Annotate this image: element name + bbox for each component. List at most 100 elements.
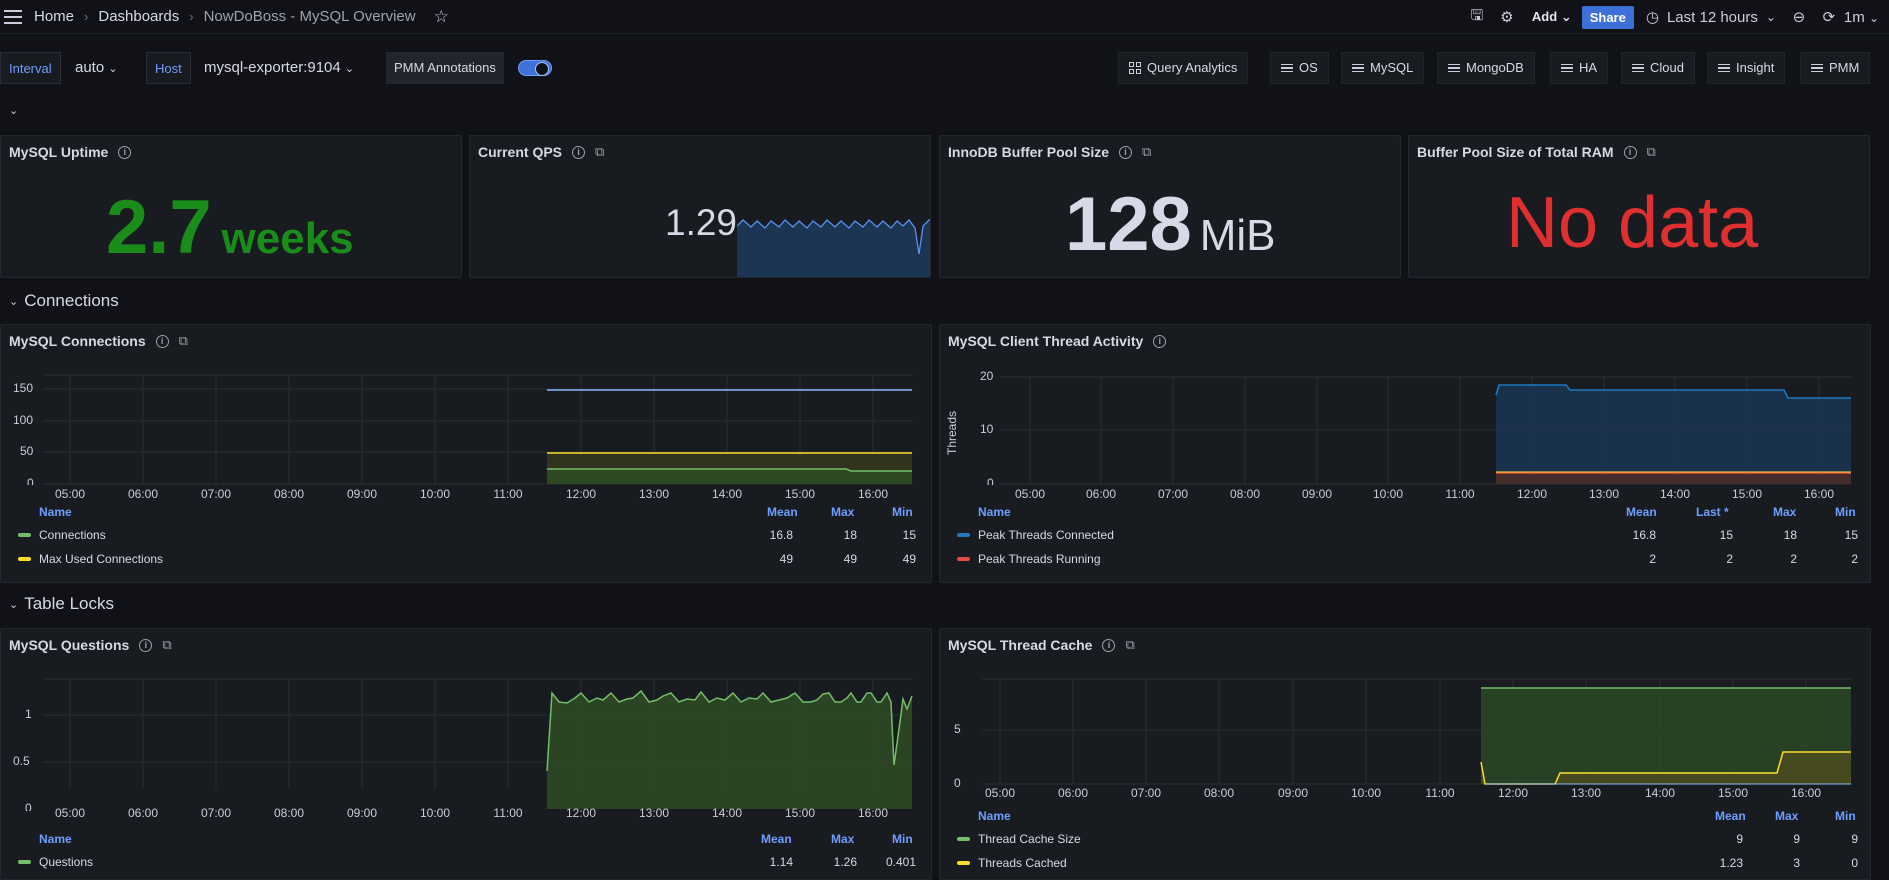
info-icon[interactable]: i — [139, 638, 153, 652]
panel-title-text: Current QPS — [478, 144, 563, 160]
external-link-icon[interactable]: ⧉ — [1125, 637, 1135, 652]
star-icon[interactable]: ☆ — [433, 6, 449, 26]
legend-item[interactable]: Peak Threads Connected — [957, 528, 1114, 542]
link-pmm[interactable]: PMM — [1800, 52, 1871, 84]
link-os[interactable]: OS — [1270, 52, 1329, 84]
legend-header-mean[interactable]: Mean — [1626, 505, 1657, 519]
y-tick: 1 — [25, 707, 32, 721]
zoom-out-icon[interactable]: ⊖ — [1792, 9, 1806, 26]
info-icon[interactable]: i — [1623, 145, 1637, 159]
legend-header-max[interactable]: Max — [831, 505, 855, 519]
buffer-pool-value: 128 — [1065, 182, 1192, 267]
legend-item[interactable]: Threads Cached — [957, 856, 1067, 870]
x-tick: 07:00 — [201, 487, 231, 501]
y-tick: 10 — [980, 422, 994, 436]
legend-header-last[interactable]: Last * — [1696, 505, 1729, 519]
breadcrumb-dashboards[interactable]: Dashboards — [98, 8, 180, 25]
thread-cache-x-axis: 05:00 06:00 07:00 08:00 09:00 10:00 11:0… — [985, 786, 1821, 800]
peak-threads-running-area — [1496, 473, 1851, 484]
external-link-icon[interactable]: ⧉ — [178, 333, 188, 348]
legend-header-max[interactable]: Max — [1775, 809, 1799, 823]
x-tick: 13:00 — [639, 806, 669, 820]
bars-icon — [1281, 63, 1293, 73]
x-tick: 14:00 — [1645, 786, 1675, 800]
link-mysql[interactable]: MySQL — [1341, 52, 1425, 84]
info-icon[interactable]: i — [1102, 638, 1116, 652]
legend-header-name[interactable]: Name — [39, 505, 72, 519]
legend-value-max: 2 — [1790, 552, 1797, 566]
link-insight[interactable]: Insight — [1707, 52, 1786, 84]
external-link-icon[interactable]: ⧉ — [1646, 144, 1656, 159]
external-link-icon[interactable]: ⧉ — [595, 144, 605, 159]
x-tick: 06:00 — [128, 806, 158, 820]
legend-header-mean[interactable]: Mean — [767, 505, 798, 519]
connections-chart: 150 100 50 0 — [13, 374, 913, 485]
external-link-icon[interactable]: ⧉ — [162, 637, 172, 652]
menu-icon[interactable] — [4, 9, 22, 24]
legend-item[interactable]: Connections — [18, 528, 106, 542]
legend-header-name[interactable]: Name — [39, 832, 72, 846]
legend-header-mean[interactable]: Mean — [1715, 809, 1746, 823]
refresh-icon[interactable]: ⟳ — [1822, 9, 1836, 26]
save-icon[interactable]: 🖫 — [1470, 6, 1484, 24]
add-button[interactable]: Add ⌄ — [1532, 9, 1572, 25]
refresh-interval-picker[interactable]: 1m ⌄ — [1844, 9, 1879, 26]
time-range-picker[interactable]: ◷ Last 12 hours ⌄ — [1645, 8, 1776, 27]
legend-header-name[interactable]: Name — [978, 809, 1011, 823]
link-query-analytics[interactable]: Query Analytics — [1118, 52, 1249, 84]
legend-value-mean: 16.8 — [769, 528, 793, 542]
refresh-interval-label: 1m — [1843, 8, 1865, 26]
legend-header-min[interactable]: Min — [892, 832, 913, 846]
x-tick: 05:00 — [55, 806, 85, 820]
x-tick: 08:00 — [274, 806, 304, 820]
pmm-annotations-toggle[interactable] — [518, 60, 552, 76]
x-tick: 14:00 — [1660, 487, 1690, 501]
interval-select[interactable]: auto ⌄ — [75, 52, 118, 84]
connections-area — [547, 469, 912, 484]
panel-title: MySQL Client Thread Activity i — [948, 333, 1167, 349]
peak-threads-connected-line — [1495, 384, 1851, 399]
legend-header-min[interactable]: Min — [1835, 809, 1856, 823]
row-header-table-locks[interactable]: ⌄ Table Locks — [9, 594, 114, 614]
panel-mysql-uptime: MySQL Uptime i 2.7 weeks — [0, 135, 462, 278]
x-tick: 08:00 — [274, 487, 304, 501]
buffer-pool-stat: 128 MiB — [1065, 181, 1275, 268]
row-header-connections[interactable]: ⌄ Connections — [9, 291, 119, 311]
clock-icon: ◷ — [1645, 9, 1659, 26]
legend-value-max: 18 — [843, 528, 857, 542]
chevron-down-icon: ⌄ — [108, 63, 118, 75]
host-select[interactable]: mysql-exporter:9104 ⌄ — [204, 52, 354, 84]
thread-cache-chart: 5 0 — [954, 678, 1852, 790]
x-tick: 09:00 — [347, 806, 377, 820]
info-icon[interactable]: i — [572, 145, 586, 159]
variables-bar: Interval auto ⌄ Host mysql-exporter:9104… — [0, 52, 1889, 86]
legend-value-max: 49 — [843, 552, 857, 566]
info-icon[interactable]: i — [1119, 145, 1132, 159]
settings-gear-icon[interactable]: ⚙ — [1500, 9, 1514, 26]
collapse-chevron-icon[interactable]: ⌄ — [9, 105, 19, 117]
breadcrumb-home[interactable]: Home — [34, 8, 75, 25]
legend-header-max[interactable]: Max — [1773, 505, 1797, 519]
link-cloud[interactable]: Cloud — [1621, 52, 1695, 84]
link-mongodb[interactable]: MongoDB — [1437, 52, 1535, 84]
info-icon[interactable]: i — [1153, 334, 1167, 348]
x-tick: 11:00 — [1445, 487, 1474, 501]
legend-header-name[interactable]: Name — [978, 505, 1011, 519]
legend-item[interactable]: Max Used Connections — [18, 552, 163, 566]
info-icon[interactable]: i — [155, 334, 169, 348]
legend-item[interactable]: Peak Threads Running — [957, 552, 1101, 566]
share-button[interactable]: Share — [1581, 5, 1634, 29]
info-icon[interactable]: i — [118, 145, 132, 159]
legend-header-min[interactable]: Min — [1835, 505, 1856, 519]
link-ha[interactable]: HA — [1550, 52, 1609, 84]
external-link-icon[interactable]: ⧉ — [1142, 144, 1152, 159]
legend-header-max[interactable]: Max — [831, 832, 855, 846]
legend-item[interactable]: Thread Cache Size — [957, 832, 1081, 846]
link-label: Insight — [1736, 60, 1775, 75]
x-tick: 08:00 — [1230, 487, 1260, 501]
legend-item[interactable]: Questions — [18, 855, 93, 869]
legend-series-name: Connections — [39, 528, 106, 542]
legend-header-mean[interactable]: Mean — [761, 832, 792, 846]
legend-header-min[interactable]: Min — [892, 505, 913, 519]
panel-mysql-thread-cache: MySQL Thread Cache i ⧉ 5 0 05:00 06:00 07:… — [939, 628, 1871, 880]
